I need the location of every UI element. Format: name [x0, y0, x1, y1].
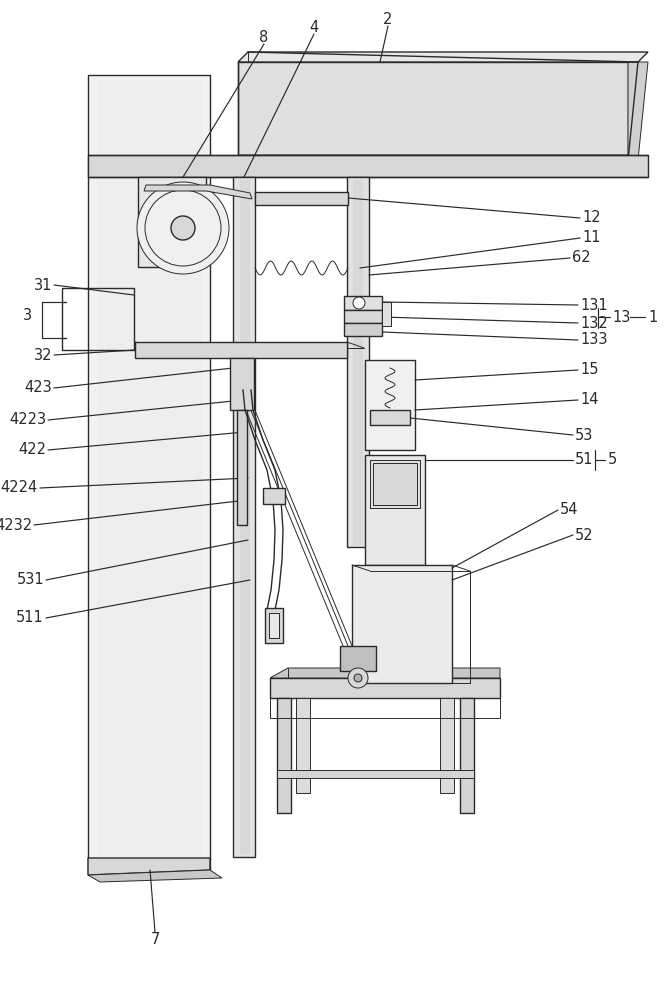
- Text: 32: 32: [33, 348, 52, 362]
- Text: 3: 3: [23, 308, 33, 322]
- Bar: [233, 177, 255, 857]
- Bar: [62, 288, 134, 350]
- Text: 54: 54: [560, 502, 579, 518]
- Bar: [238, 62, 628, 160]
- Bar: [265, 608, 283, 643]
- Text: 422: 422: [18, 442, 46, 458]
- Bar: [88, 75, 210, 873]
- Circle shape: [137, 182, 229, 274]
- Bar: [344, 310, 382, 323]
- Bar: [138, 177, 206, 267]
- Bar: [240, 180, 250, 854]
- Text: 511: 511: [16, 610, 44, 626]
- Text: 52: 52: [575, 528, 593, 542]
- Polygon shape: [238, 62, 648, 160]
- Circle shape: [348, 668, 368, 688]
- Bar: [263, 488, 285, 504]
- Text: 31: 31: [33, 277, 52, 292]
- Bar: [277, 770, 474, 778]
- Bar: [347, 177, 369, 547]
- Bar: [344, 296, 382, 310]
- Text: 2: 2: [384, 12, 393, 27]
- Bar: [460, 698, 474, 813]
- Bar: [88, 155, 648, 177]
- Bar: [365, 455, 425, 565]
- Bar: [269, 613, 279, 638]
- Text: 15: 15: [580, 362, 599, 377]
- Text: 4232: 4232: [0, 518, 32, 532]
- Text: 53: 53: [575, 428, 593, 442]
- Polygon shape: [88, 858, 210, 875]
- Bar: [230, 358, 254, 410]
- Text: 4: 4: [310, 20, 318, 35]
- Polygon shape: [270, 668, 500, 678]
- Text: 131: 131: [580, 298, 607, 312]
- Text: 5: 5: [608, 452, 617, 468]
- Bar: [270, 678, 500, 698]
- Text: 62: 62: [572, 250, 591, 265]
- Bar: [340, 646, 376, 671]
- Bar: [344, 323, 382, 336]
- Text: 531: 531: [17, 572, 44, 587]
- Text: 11: 11: [582, 231, 601, 245]
- Text: 4223: 4223: [9, 412, 46, 428]
- Bar: [370, 460, 420, 508]
- Text: 423: 423: [24, 380, 52, 395]
- Circle shape: [354, 674, 362, 682]
- Circle shape: [171, 216, 195, 240]
- Bar: [370, 410, 410, 425]
- Text: 14: 14: [580, 392, 599, 408]
- Polygon shape: [144, 185, 252, 199]
- Bar: [270, 698, 500, 718]
- Circle shape: [353, 297, 365, 309]
- Bar: [97, 80, 202, 868]
- Bar: [353, 180, 363, 545]
- Polygon shape: [238, 52, 648, 62]
- Text: 13: 13: [612, 310, 631, 324]
- Bar: [365, 360, 415, 450]
- Bar: [296, 698, 310, 793]
- Text: 12: 12: [582, 211, 601, 226]
- Text: 4224: 4224: [1, 481, 38, 495]
- Text: 1: 1: [648, 310, 657, 324]
- Text: 8: 8: [259, 30, 268, 45]
- Bar: [135, 342, 347, 358]
- Polygon shape: [88, 870, 222, 882]
- Text: 51: 51: [575, 452, 593, 468]
- Bar: [237, 410, 247, 525]
- Text: 133: 133: [580, 332, 607, 348]
- Bar: [440, 698, 454, 793]
- Text: 132: 132: [580, 316, 608, 330]
- Bar: [277, 698, 291, 813]
- Bar: [352, 565, 452, 683]
- Bar: [382, 302, 391, 326]
- Bar: [373, 463, 417, 505]
- Text: 7: 7: [151, 932, 160, 948]
- Bar: [255, 192, 348, 205]
